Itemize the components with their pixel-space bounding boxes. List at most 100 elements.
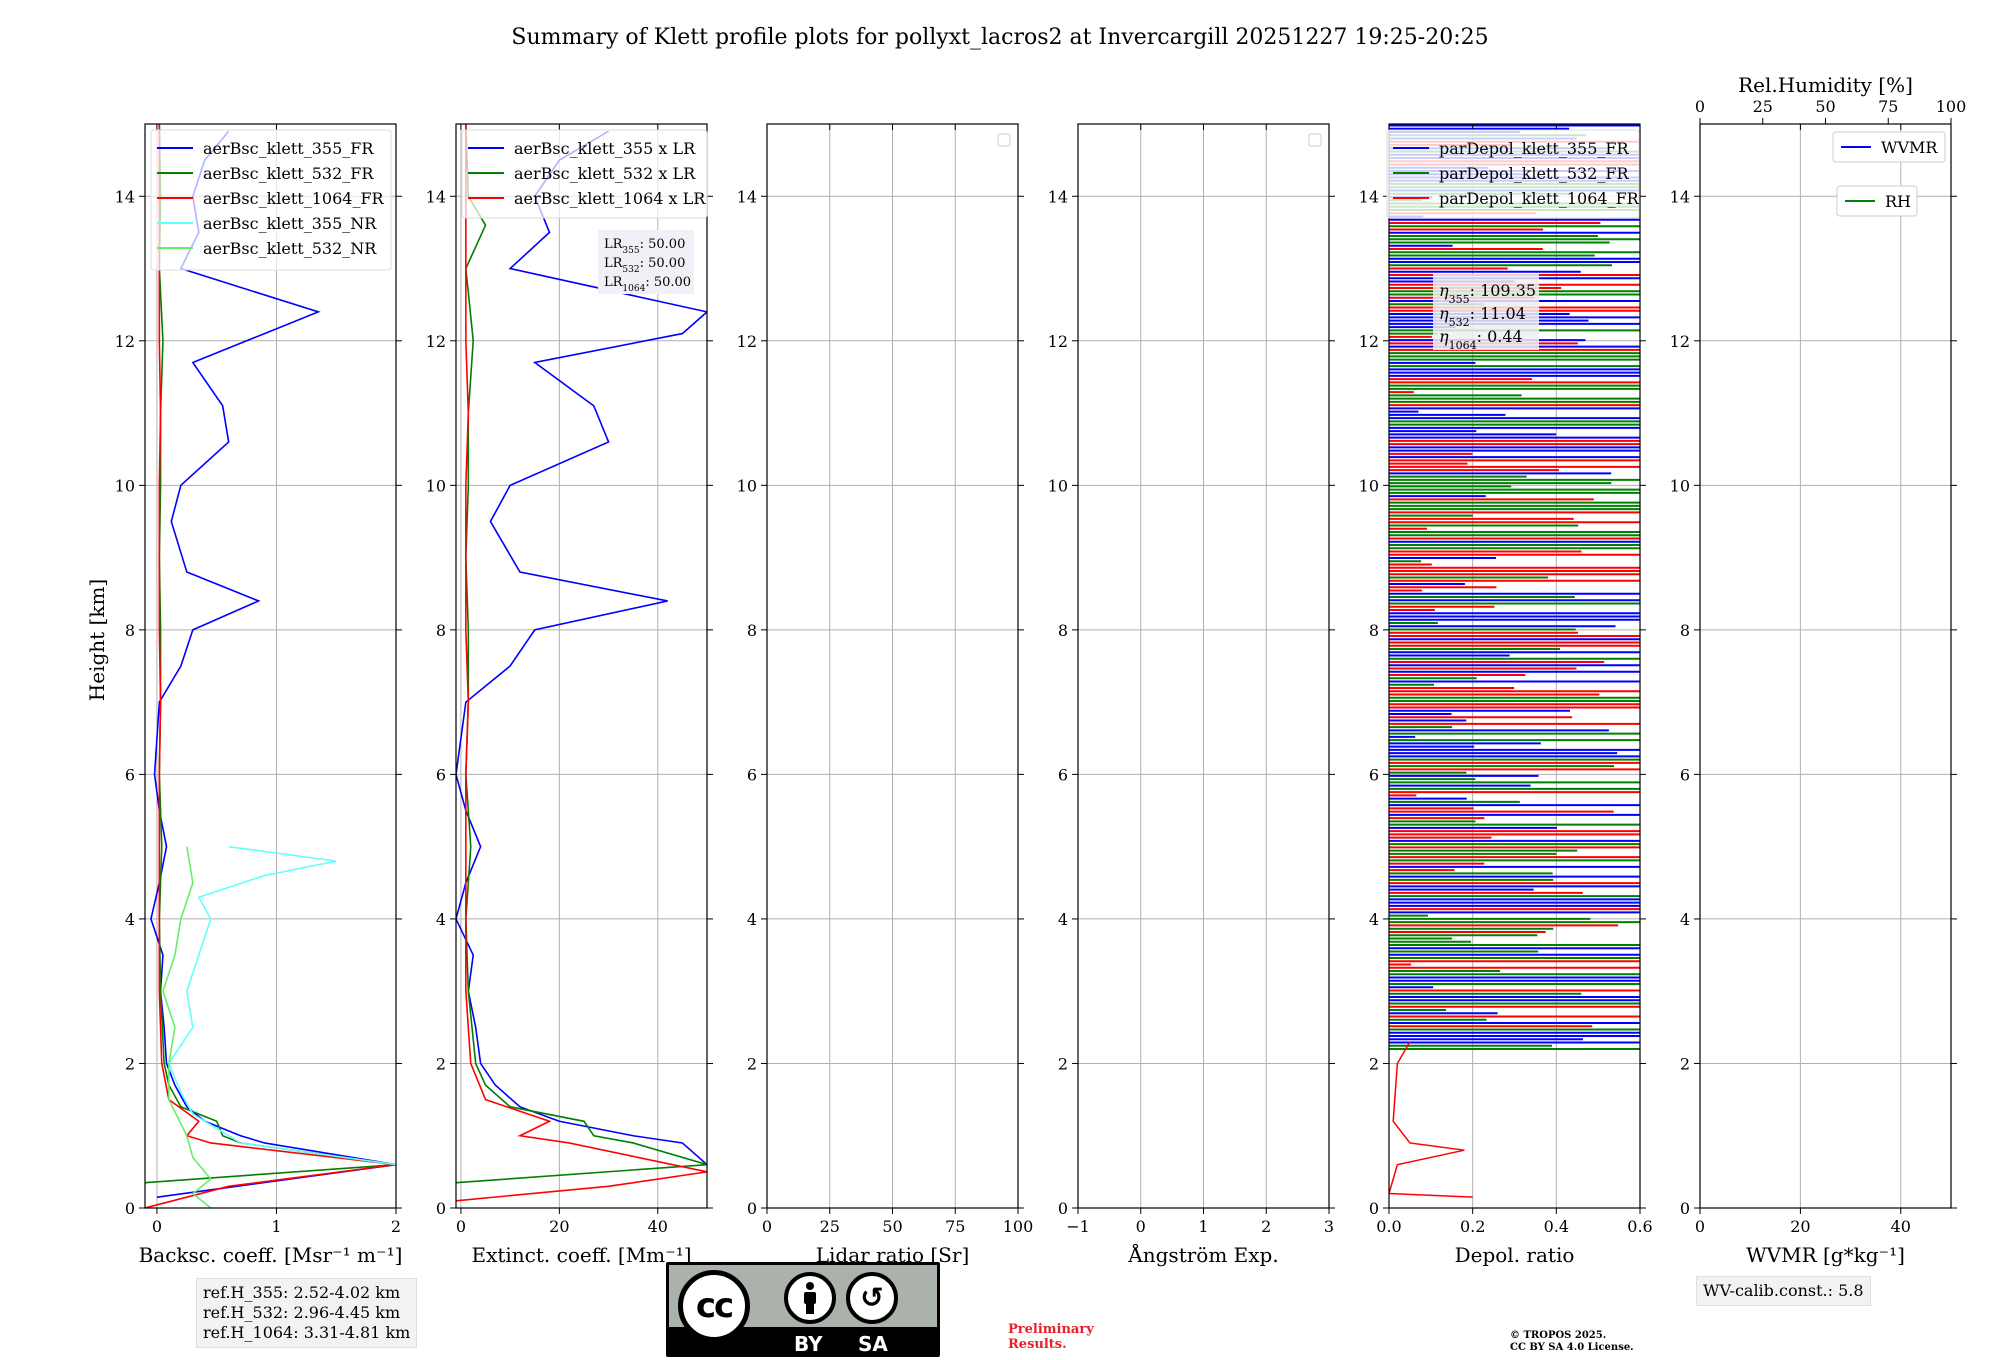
y-tick-label: 0: [125, 1199, 135, 1218]
y-tick-label: 0: [1058, 1199, 1068, 1218]
x-tick-label: 0.6: [1627, 1217, 1652, 1236]
figure-title: Summary of Klett profile plots for polly…: [511, 25, 1488, 50]
x-tick-label: 0: [1136, 1217, 1146, 1236]
eta-annotation: η355: 109.35: [1439, 281, 1536, 306]
eta-annotation: η532: 11.04: [1439, 304, 1526, 329]
y-tick-label: 8: [436, 621, 446, 640]
legend-label: aerBsc_klett_532 x LR: [514, 164, 696, 183]
y-tick-label: 12: [115, 332, 135, 351]
y-tick-label: 4: [1058, 910, 1068, 929]
top-x-tick-label: 50: [1815, 97, 1835, 116]
x-tick-label: 40: [1891, 1217, 1911, 1236]
y-axis-label: Height [km]: [85, 579, 109, 701]
top-x-tick-label: 100: [1936, 97, 1967, 116]
axes-frame: [1388, 123, 1641, 1209]
y-tick-label: 6: [1680, 765, 1690, 784]
y-tick-label: 2: [747, 1054, 757, 1073]
legend-label: WVMR: [1881, 138, 1938, 157]
axes-frame: [1699, 123, 1952, 1209]
x-tick-label: 0: [152, 1217, 162, 1236]
legend-label: parDepol_klett_1064_FR: [1439, 189, 1640, 208]
series-line-aerBsc_klett_532_NR: [162, 846, 212, 1208]
series-line-aerBsc_klett_355 x LR: [456, 130, 707, 1166]
y-tick-label: 12: [1048, 332, 1068, 351]
y-tick-label: 6: [125, 765, 135, 784]
y-tick-label: 14: [1048, 187, 1068, 206]
legend-label: aerBsc_klett_1064_FR: [203, 189, 385, 208]
y-tick-label: 2: [125, 1054, 135, 1073]
depol-1064-line: [1389, 1041, 1473, 1198]
y-tick-label: 2: [1058, 1054, 1068, 1073]
y-tick-label: 0: [1680, 1199, 1690, 1218]
y-tick-label: 4: [1369, 910, 1379, 929]
y-tick-label: 14: [1359, 187, 1379, 206]
y-tick-label: 14: [737, 187, 757, 206]
y-tick-label: 2: [436, 1054, 446, 1073]
eta-annotation: η1064: 0.44: [1439, 327, 1523, 352]
lidar-ratio-annotation: LR532: 50.00: [604, 256, 685, 275]
ref-height-1064: ref.H_1064: 3.31-4.81 km: [203, 1323, 411, 1342]
eta-annotation-box: [1433, 274, 1539, 350]
y-tick-label: 6: [1369, 765, 1379, 784]
x-axis-label: Depol. ratio: [1455, 1243, 1575, 1267]
x-tick-label: 0: [456, 1217, 466, 1236]
x-tick-label: 1: [271, 1217, 281, 1236]
y-tick-label: 6: [1058, 765, 1068, 784]
y-tick-label: 12: [1359, 332, 1379, 351]
x-tick-label: 20: [549, 1217, 569, 1236]
preliminary-line-1: Preliminary: [1008, 1322, 1094, 1337]
legend-label: aerBsc_klett_355_NR: [203, 214, 377, 233]
x-tick-label: 0.2: [1460, 1217, 1485, 1236]
x-tick-label: 1: [1198, 1217, 1208, 1236]
y-tick-label: 4: [747, 910, 757, 929]
y-tick-label: 8: [1369, 621, 1379, 640]
series-line-aerBsc_klett_355_FR: [150, 130, 396, 1198]
y-tick-label: 2: [1369, 1054, 1379, 1073]
copyright-line-2: CC BY SA 4.0 License.: [1510, 1342, 1634, 1353]
top-x-tick-label: 75: [1878, 97, 1898, 116]
lidar-ratio-annotation: LR1064: 50.00: [604, 275, 691, 294]
legend-label: aerBsc_klett_1064 x LR: [514, 189, 706, 208]
y-tick-label: 6: [436, 765, 446, 784]
y-tick-label: 14: [1670, 187, 1690, 206]
share-alike-icon: ↺: [846, 1272, 898, 1324]
copyright-line-1: © TROPOS 2025.: [1510, 1330, 1607, 1341]
x-tick-label: 40: [648, 1217, 668, 1236]
y-tick-label: 10: [1048, 476, 1068, 495]
legend-label: aerBsc_klett_532_NR: [203, 239, 377, 258]
wv-calibration-box: WV-calib.const.: 5.8: [1696, 1276, 1871, 1306]
x-tick-label: 0: [1695, 1217, 1705, 1236]
series-group: [456, 124, 707, 1202]
y-tick-label: 8: [1058, 621, 1068, 640]
panel-extinction: 0 20 40 Extinct. coeff. [Mm⁻¹] 0 2 4 6 8 10 12 14 ae…: [426, 123, 713, 1267]
cc-by-label: BY: [794, 1332, 823, 1356]
legend-label: aerBsc_klett_532_FR: [203, 164, 374, 183]
ref-height-355: ref.H_355: 2.52-4.02 km: [203, 1283, 401, 1302]
reference-heights-box: ref.H_355: 2.52-4.02 km ref.H_532: 2.96-…: [196, 1278, 418, 1348]
series-group: [145, 124, 396, 1208]
y-tick-label: 10: [1670, 476, 1690, 495]
y-tick-label: 0: [1369, 1199, 1379, 1218]
empty-legend-box: [997, 133, 1011, 147]
y-tick-label: 6: [747, 765, 757, 784]
axes-frame: [455, 123, 708, 1209]
x-tick-label: 75: [945, 1217, 965, 1236]
cc-license-badge: cc ↺ BY SA: [666, 1262, 940, 1357]
cc-logo-icon: cc: [678, 1270, 750, 1342]
x-tick-label: −1: [1066, 1217, 1090, 1236]
y-tick-label: 0: [436, 1199, 446, 1218]
y-tick-label: 8: [125, 621, 135, 640]
series-line-aerBsc_klett_1064_FR: [145, 124, 396, 1208]
y-tick-label: 10: [737, 476, 757, 495]
y-tick-label: 10: [1359, 476, 1379, 495]
wv-calibration-constant: WV-calib.const.: 5.8: [1703, 1281, 1864, 1300]
cc-sa-label: SA: [858, 1332, 888, 1356]
y-tick-label: 14: [115, 187, 135, 206]
legend-box: [1386, 129, 1640, 219]
legend-label: aerBsc_klett_355_FR: [203, 139, 374, 158]
preliminary-line-2: Results.: [1008, 1337, 1067, 1352]
legend-label: RH: [1885, 192, 1911, 211]
x-tick-label: 50: [882, 1217, 902, 1236]
series-line-aerBsc_klett_1064 x LR: [456, 124, 707, 1202]
